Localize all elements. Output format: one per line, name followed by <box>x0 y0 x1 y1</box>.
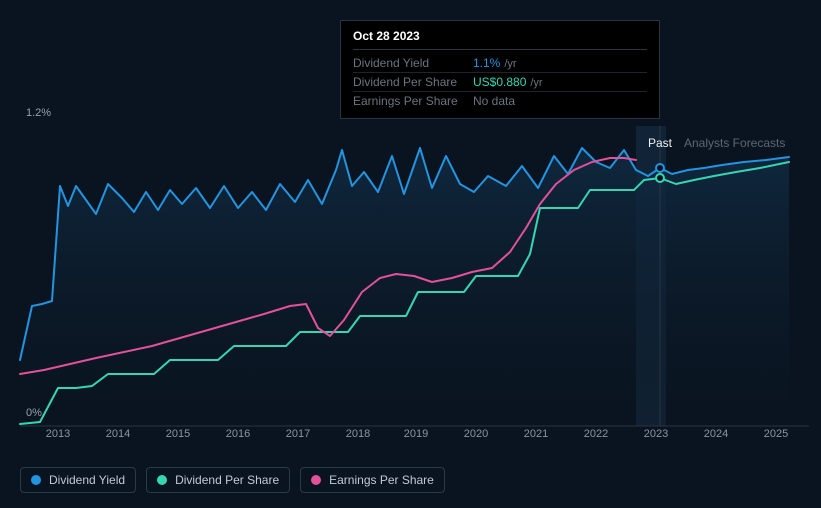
chart-tooltip: Oct 28 2023 Dividend Yield1.1%/yrDividen… <box>340 20 660 119</box>
legend-label: Earnings Per Share <box>329 473 434 487</box>
legend-label: Dividend Yield <box>49 473 125 487</box>
x-axis-label: 2025 <box>764 428 788 440</box>
legend-item[interactable]: Earnings Per Share <box>300 467 445 493</box>
y-axis-max-label: 1.2% <box>26 107 51 119</box>
tooltip-row-label: Earnings Per Share <box>353 94 473 108</box>
x-axis-label: 2017 <box>286 428 310 440</box>
tooltip-row: Earnings Per ShareNo data <box>353 92 647 110</box>
x-axis-label: 2013 <box>46 428 70 440</box>
x-axis-label: 2020 <box>464 428 488 440</box>
legend-item[interactable]: Dividend Per Share <box>146 467 290 493</box>
x-axis-label: 2018 <box>346 428 370 440</box>
x-axis-label: 2021 <box>524 428 548 440</box>
legend-swatch <box>311 475 321 485</box>
chart-legend: Dividend Yield Dividend Per Share Earnings… <box>20 467 445 493</box>
tooltip-row-unit: /yr <box>530 77 542 89</box>
tooltip-row-label: Dividend Yield <box>353 56 473 70</box>
x-axis-label: 2024 <box>704 428 728 440</box>
x-axis-label: 2015 <box>166 428 190 440</box>
tooltip-row: Dividend Yield1.1% /yr <box>353 54 647 73</box>
legend-item[interactable]: Dividend Yield <box>20 467 136 493</box>
legend-swatch <box>31 475 41 485</box>
y-axis-min-label: 0% <box>26 407 42 419</box>
past-region-label: Past <box>648 136 672 150</box>
tooltip-row: Dividend Per ShareUS$0.880/yr <box>353 73 647 92</box>
forecast-region-label: Analysts Forecasts <box>684 136 785 150</box>
tooltip-row-value: US$0.880 <box>473 75 526 89</box>
legend-swatch <box>157 475 167 485</box>
legend-label: Dividend Per Share <box>175 473 279 487</box>
tooltip-date: Oct 28 2023 <box>353 29 647 50</box>
x-axis-label: 2023 <box>644 428 668 440</box>
x-axis-label: 2019 <box>404 428 428 440</box>
tooltip-row-unit: /yr <box>504 58 516 70</box>
tooltip-row-label: Dividend Per Share <box>353 75 473 89</box>
tooltip-row-value: No data <box>473 94 515 108</box>
dividend-chart: 1.2% 0% Past Analysts Forecasts 2013 2014… <box>0 108 821 448</box>
x-axis-label: 2022 <box>584 428 608 440</box>
tooltip-row-value: 1.1% <box>473 56 500 70</box>
x-axis: 2013 2014 2015 2016 2017 2018 2019 2020 2021 2022… <box>20 428 809 448</box>
x-axis-label: 2016 <box>226 428 250 440</box>
x-axis-label: 2014 <box>106 428 130 440</box>
chart-svg <box>0 108 821 448</box>
